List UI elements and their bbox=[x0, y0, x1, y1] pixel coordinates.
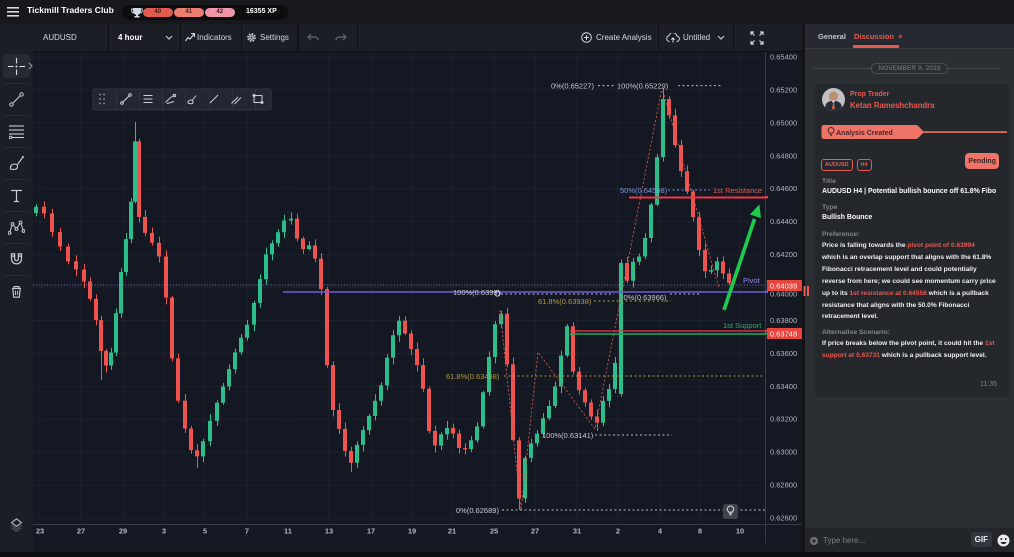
svg-text:100%(0.6399): 100%(0.6399) bbox=[453, 288, 501, 297]
svg-text:0.65400: 0.65400 bbox=[770, 53, 797, 62]
svg-text:4: 4 bbox=[658, 527, 663, 536]
svg-text:0.63200: 0.63200 bbox=[770, 415, 797, 424]
svg-text:3: 3 bbox=[162, 527, 166, 536]
svg-text:0%(0.62689): 0%(0.62689) bbox=[456, 506, 499, 515]
svg-text:17: 17 bbox=[367, 527, 375, 536]
svg-text:2: 2 bbox=[616, 527, 620, 536]
svg-text:0.63600: 0.63600 bbox=[770, 349, 797, 358]
svg-text:0.62600: 0.62600 bbox=[770, 514, 797, 523]
svg-text:0%(0.63966): 0%(0.63966) bbox=[624, 293, 667, 302]
svg-text:100%(0.65229): 100%(0.65229) bbox=[617, 82, 669, 91]
svg-text:0.63000: 0.63000 bbox=[770, 448, 797, 457]
svg-text:10: 10 bbox=[736, 527, 744, 536]
svg-text:0.65200: 0.65200 bbox=[770, 85, 797, 94]
svg-text:0.64200: 0.64200 bbox=[770, 250, 797, 259]
svg-text:50%(0.64598): 50%(0.64598) bbox=[620, 186, 668, 195]
svg-text:0.64000: 0.64000 bbox=[770, 290, 797, 299]
svg-text:0.65000: 0.65000 bbox=[770, 118, 797, 127]
svg-text:13: 13 bbox=[325, 527, 333, 536]
svg-text:5: 5 bbox=[203, 527, 207, 536]
svg-text:19: 19 bbox=[408, 527, 416, 536]
svg-text:0%(0.65227): 0%(0.65227) bbox=[551, 82, 594, 91]
svg-text:0.64600: 0.64600 bbox=[770, 184, 797, 193]
svg-text:Analysis Created: Analysis Created bbox=[836, 130, 893, 137]
svg-text:31: 31 bbox=[573, 527, 581, 536]
svg-text:25: 25 bbox=[490, 527, 498, 536]
svg-text:0.64039: 0.64039 bbox=[770, 282, 797, 291]
svg-text:8: 8 bbox=[698, 527, 702, 536]
svg-text:23: 23 bbox=[36, 527, 44, 536]
svg-text:100%(0.63141): 100%(0.63141) bbox=[542, 431, 594, 440]
svg-text:21: 21 bbox=[448, 527, 456, 536]
svg-text:27: 27 bbox=[77, 527, 85, 536]
svg-text:0.63800: 0.63800 bbox=[770, 316, 797, 325]
svg-text:27: 27 bbox=[531, 527, 539, 536]
svg-text:0.63400: 0.63400 bbox=[770, 382, 797, 391]
svg-text:1st Support: 1st Support bbox=[723, 321, 762, 330]
svg-text:11: 11 bbox=[284, 527, 292, 536]
svg-text:0.62800: 0.62800 bbox=[770, 481, 797, 490]
svg-text:0.64400: 0.64400 bbox=[770, 217, 797, 226]
svg-text:7: 7 bbox=[245, 527, 249, 536]
svg-text:61.8%(0.63498): 61.8%(0.63498) bbox=[446, 372, 500, 381]
svg-text:0.63748: 0.63748 bbox=[770, 330, 797, 339]
svg-text:0.64800: 0.64800 bbox=[770, 151, 797, 160]
svg-text:1st Resistance: 1st Resistance bbox=[713, 186, 762, 195]
svg-text:61.8%(0.63938): 61.8%(0.63938) bbox=[538, 297, 592, 306]
svg-text:29: 29 bbox=[119, 527, 127, 536]
svg-text:Pivot: Pivot bbox=[743, 276, 761, 285]
